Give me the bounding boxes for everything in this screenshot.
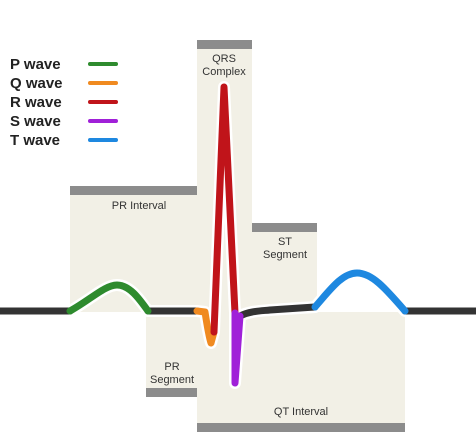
- pr-segment-bar: [146, 388, 197, 397]
- interval-boxes: PR Interval QRS Complex ST Segment PR Se…: [70, 40, 405, 432]
- qt-interval-label: QT Interval: [274, 406, 328, 418]
- legend-label: Q wave: [10, 75, 63, 92]
- legend-label: R wave: [10, 94, 62, 111]
- t-wave: [311, 269, 409, 315]
- pr-segment-label-line2: Segment: [150, 374, 194, 386]
- legend: P wave Q wave R wave S wave T wave: [10, 56, 118, 149]
- waveform: [0, 83, 476, 387]
- qrs-complex-bar: [197, 40, 252, 49]
- legend-item-t-wave: T wave: [10, 132, 118, 149]
- p-wave: [66, 281, 152, 315]
- legend-label: T wave: [10, 132, 60, 149]
- s-wave: [231, 309, 244, 387]
- legend-label: P wave: [10, 56, 61, 73]
- st-segment-label-line1: ST: [278, 236, 292, 248]
- q-wave: [193, 307, 218, 347]
- qt-interval-bar: [197, 423, 405, 432]
- qrs-complex-label-line2: Complex: [202, 66, 246, 78]
- st-segment-bar: [252, 223, 317, 232]
- pr-interval-bar: [70, 186, 197, 195]
- r-wave: [210, 83, 239, 336]
- legend-item-p-wave: P wave: [10, 56, 118, 73]
- pr-interval-label: PR Interval: [112, 200, 166, 212]
- legend-item-r-wave: R wave: [10, 94, 118, 111]
- st-segment-label-line2: Segment: [263, 249, 307, 261]
- qrs-complex-label-line1: QRS: [212, 53, 236, 65]
- legend-item-q-wave: Q wave: [10, 75, 118, 92]
- pr-segment-label-line1: PR: [164, 361, 179, 373]
- pr-segment-box: [146, 312, 197, 394]
- st-segment-box: [252, 225, 317, 312]
- legend-item-s-wave: S wave: [10, 113, 118, 130]
- legend-label: S wave: [10, 113, 61, 130]
